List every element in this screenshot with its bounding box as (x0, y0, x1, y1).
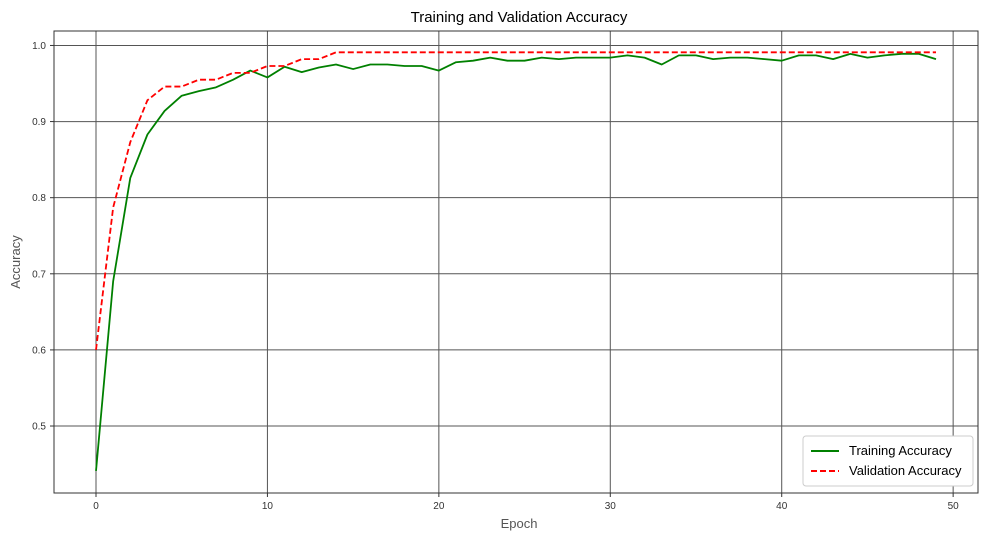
legend: Training Accuracy Validation Accuracy (802, 435, 974, 487)
y-tick-label: 0.5 (32, 422, 46, 433)
grid (54, 31, 978, 493)
y-tick-label: 0.8 (32, 193, 46, 204)
y-tick-label: 1.0 (32, 41, 46, 52)
x-tick-label: 0 (93, 501, 99, 512)
x-tick-label: 50 (948, 501, 960, 512)
legend-label-training: Training Accuracy (849, 443, 952, 458)
x-tick-label: 20 (433, 501, 445, 512)
plot-frame (53, 30, 979, 494)
series-layer (95, 51, 937, 472)
x-tick-label: 10 (262, 501, 274, 512)
y-tick-labels: 0.5 0.6 0.7 0.8 0.9 1.0 (32, 41, 54, 433)
x-axis-label: Epoch (501, 516, 538, 531)
y-axis-label: Accuracy (8, 235, 23, 289)
y-tick-label: 0.6 (32, 345, 46, 356)
legend-label-validation: Validation Accuracy (849, 463, 962, 478)
legend-box (802, 435, 974, 487)
x-tick-labels: 0 10 20 30 40 50 (93, 493, 959, 512)
y-tick-label: 0.9 (32, 117, 46, 128)
chart-title: Training and Validation Accuracy (411, 9, 628, 26)
series-line-training (95, 52, 937, 472)
y-tick-label: 0.7 (32, 269, 46, 280)
x-tick-label: 40 (776, 501, 788, 512)
x-tick-label: 30 (605, 501, 617, 512)
series-line-validation (95, 51, 936, 351)
